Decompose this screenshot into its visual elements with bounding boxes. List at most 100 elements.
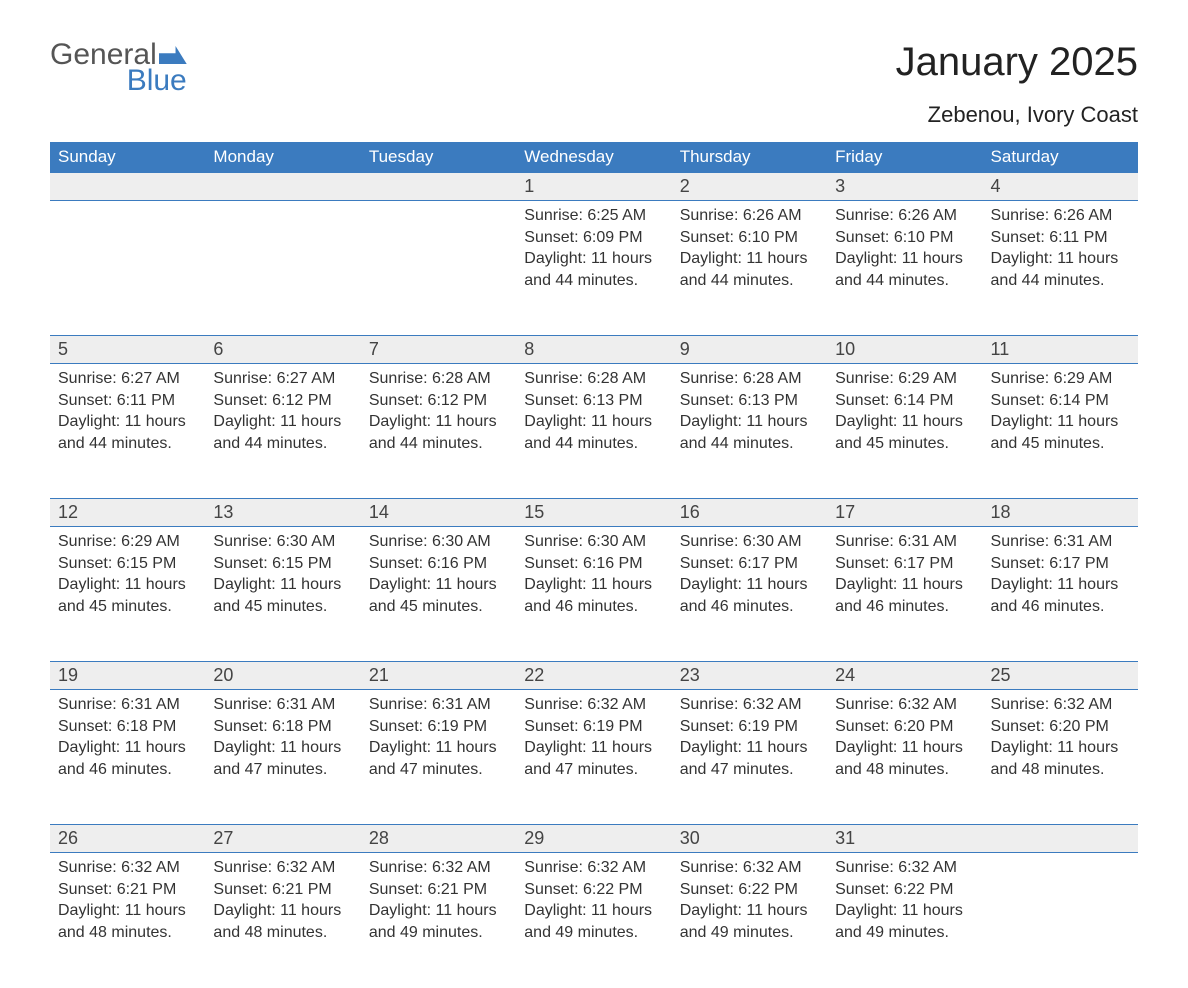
daylight-text-2: and 44 minutes. [58, 433, 197, 455]
daylight-text-2: and 46 minutes. [835, 596, 974, 618]
daylight-text-2: and 47 minutes. [369, 759, 508, 781]
sunset-text: Sunset: 6:21 PM [213, 879, 352, 901]
day-number-cell: 15 [516, 499, 671, 527]
sunset-text: Sunset: 6:20 PM [835, 716, 974, 738]
day-number-cell: 19 [50, 662, 205, 690]
sunrise-text: Sunrise: 6:29 AM [835, 368, 974, 390]
day-number-cell: 27 [205, 825, 360, 853]
sunset-text: Sunset: 6:16 PM [524, 553, 663, 575]
sunset-text: Sunset: 6:21 PM [369, 879, 508, 901]
day-data-cell: Sunrise: 6:32 AMSunset: 6:21 PMDaylight:… [361, 853, 516, 988]
daylight-text-1: Daylight: 11 hours [991, 411, 1130, 433]
sunrise-text: Sunrise: 6:32 AM [213, 857, 352, 879]
day-number-cell: 12 [50, 499, 205, 527]
daylight-text-2: and 45 minutes. [213, 596, 352, 618]
sunrise-text: Sunrise: 6:31 AM [369, 694, 508, 716]
day-number-cell: 2 [672, 173, 827, 201]
daylight-text-1: Daylight: 11 hours [680, 574, 819, 596]
day-data-cell: Sunrise: 6:31 AMSunset: 6:18 PMDaylight:… [50, 690, 205, 825]
sunset-text: Sunset: 6:22 PM [835, 879, 974, 901]
sunset-text: Sunset: 6:14 PM [991, 390, 1130, 412]
day-number-row: 567891011 [50, 336, 1138, 364]
day-data-cell [983, 853, 1138, 988]
weekday-header: Tuesday [361, 142, 516, 173]
day-number-cell [50, 173, 205, 201]
day-number-cell: 10 [827, 336, 982, 364]
daylight-text-1: Daylight: 11 hours [835, 574, 974, 596]
sunrise-text: Sunrise: 6:32 AM [524, 694, 663, 716]
sunrise-text: Sunrise: 6:32 AM [680, 857, 819, 879]
daylight-text-1: Daylight: 11 hours [58, 574, 197, 596]
daylight-text-2: and 44 minutes. [369, 433, 508, 455]
sunrise-text: Sunrise: 6:31 AM [991, 531, 1130, 553]
calendar-body: 1234Sunrise: 6:25 AMSunset: 6:09 PMDayli… [50, 173, 1138, 988]
daylight-text-1: Daylight: 11 hours [369, 900, 508, 922]
daylight-text-2: and 44 minutes. [680, 270, 819, 292]
weekday-header: Monday [205, 142, 360, 173]
day-data-cell: Sunrise: 6:31 AMSunset: 6:19 PMDaylight:… [361, 690, 516, 825]
sunset-text: Sunset: 6:15 PM [58, 553, 197, 575]
day-data-row: Sunrise: 6:32 AMSunset: 6:21 PMDaylight:… [50, 853, 1138, 988]
day-data-cell: Sunrise: 6:32 AMSunset: 6:19 PMDaylight:… [672, 690, 827, 825]
day-data-cell: Sunrise: 6:28 AMSunset: 6:13 PMDaylight:… [516, 364, 671, 499]
daylight-text-1: Daylight: 11 hours [213, 900, 352, 922]
daylight-text-1: Daylight: 11 hours [680, 411, 819, 433]
sunrise-text: Sunrise: 6:30 AM [369, 531, 508, 553]
sunset-text: Sunset: 6:14 PM [835, 390, 974, 412]
sunrise-text: Sunrise: 6:32 AM [369, 857, 508, 879]
calendar-table: Sunday Monday Tuesday Wednesday Thursday… [50, 142, 1138, 988]
sunset-text: Sunset: 6:17 PM [835, 553, 974, 575]
day-data-cell: Sunrise: 6:31 AMSunset: 6:17 PMDaylight:… [827, 527, 982, 662]
day-number-cell: 22 [516, 662, 671, 690]
sunset-text: Sunset: 6:22 PM [524, 879, 663, 901]
daylight-text-1: Daylight: 11 hours [524, 248, 663, 270]
sunset-text: Sunset: 6:13 PM [680, 390, 819, 412]
daylight-text-1: Daylight: 11 hours [680, 248, 819, 270]
sunrise-text: Sunrise: 6:26 AM [835, 205, 974, 227]
day-number-cell: 7 [361, 336, 516, 364]
day-number-cell: 18 [983, 499, 1138, 527]
logo-ribbon-icon [159, 46, 187, 64]
day-number-cell: 28 [361, 825, 516, 853]
day-number-cell: 13 [205, 499, 360, 527]
day-data-cell: Sunrise: 6:32 AMSunset: 6:21 PMDaylight:… [50, 853, 205, 988]
daylight-text-2: and 48 minutes. [835, 759, 974, 781]
sunrise-text: Sunrise: 6:28 AM [369, 368, 508, 390]
daylight-text-2: and 48 minutes. [58, 922, 197, 944]
day-data-cell: Sunrise: 6:27 AMSunset: 6:12 PMDaylight:… [205, 364, 360, 499]
sunrise-text: Sunrise: 6:32 AM [991, 694, 1130, 716]
day-number-cell: 5 [50, 336, 205, 364]
day-data-cell: Sunrise: 6:30 AMSunset: 6:16 PMDaylight:… [516, 527, 671, 662]
daylight-text-2: and 44 minutes. [680, 433, 819, 455]
sunset-text: Sunset: 6:12 PM [369, 390, 508, 412]
sunrise-text: Sunrise: 6:32 AM [58, 857, 197, 879]
day-data-cell: Sunrise: 6:31 AMSunset: 6:17 PMDaylight:… [983, 527, 1138, 662]
day-data-cell: Sunrise: 6:32 AMSunset: 6:19 PMDaylight:… [516, 690, 671, 825]
daylight-text-2: and 46 minutes. [524, 596, 663, 618]
day-number-row: 262728293031 [50, 825, 1138, 853]
day-number-cell: 31 [827, 825, 982, 853]
sunrise-text: Sunrise: 6:28 AM [524, 368, 663, 390]
daylight-text-1: Daylight: 11 hours [680, 900, 819, 922]
sunset-text: Sunset: 6:13 PM [524, 390, 663, 412]
daylight-text-2: and 46 minutes. [991, 596, 1130, 618]
daylight-text-1: Daylight: 11 hours [991, 574, 1130, 596]
daylight-text-1: Daylight: 11 hours [991, 248, 1130, 270]
sunset-text: Sunset: 6:09 PM [524, 227, 663, 249]
weekday-header-row: Sunday Monday Tuesday Wednesday Thursday… [50, 142, 1138, 173]
day-data-cell [361, 201, 516, 336]
daylight-text-2: and 49 minutes. [680, 922, 819, 944]
day-number-cell: 23 [672, 662, 827, 690]
daylight-text-1: Daylight: 11 hours [369, 411, 508, 433]
daylight-text-1: Daylight: 11 hours [58, 900, 197, 922]
day-number-cell: 26 [50, 825, 205, 853]
daylight-text-1: Daylight: 11 hours [991, 737, 1130, 759]
day-data-cell: Sunrise: 6:26 AMSunset: 6:10 PMDaylight:… [672, 201, 827, 336]
day-number-cell: 11 [983, 336, 1138, 364]
day-number-cell [361, 173, 516, 201]
sunrise-text: Sunrise: 6:30 AM [213, 531, 352, 553]
weekday-header: Saturday [983, 142, 1138, 173]
daylight-text-2: and 44 minutes. [991, 270, 1130, 292]
day-number-cell: 29 [516, 825, 671, 853]
sunset-text: Sunset: 6:10 PM [680, 227, 819, 249]
